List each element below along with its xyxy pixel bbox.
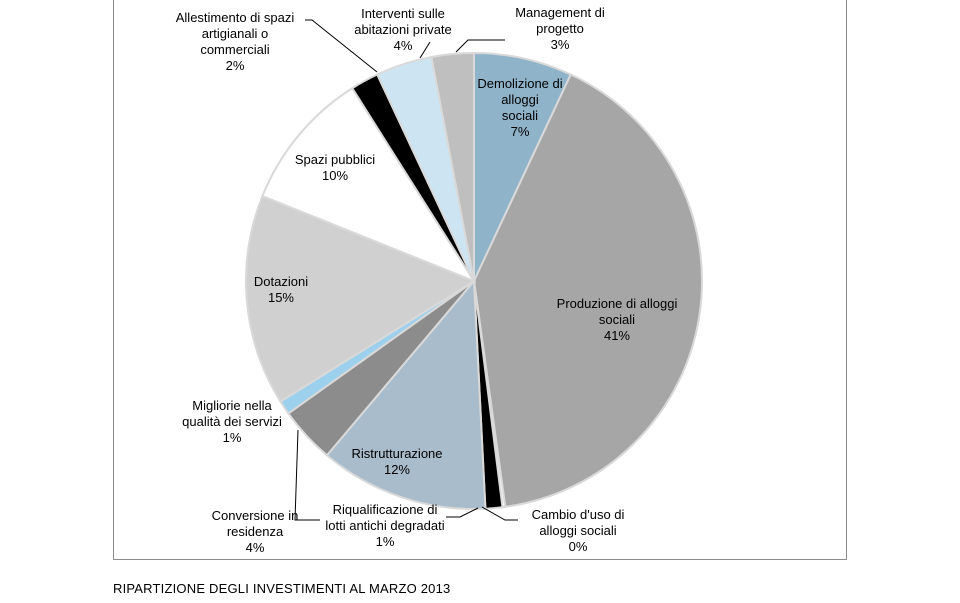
leader-line-riqualificazione <box>446 507 479 518</box>
leader-line-conversione <box>294 429 320 521</box>
label-produzione: Produzione di alloggi sociali 41% <box>556 296 678 343</box>
leader-line-interventi <box>419 41 431 59</box>
leader-line-management <box>455 39 505 53</box>
label-riqualificazione: Riqualificazione di lotti antichi degrad… <box>325 502 445 549</box>
pie-slice-7 <box>245 194 477 403</box>
chart-title: RIPARTIZIONE DEGLI INVESTIMENTI AL MARZO… <box>113 581 451 596</box>
label-interventi: Interventi sulle abitazioni private 4% <box>354 6 452 53</box>
leader-line-allestimento <box>305 19 378 73</box>
pie-slice-4 <box>325 278 487 510</box>
pie-slice-1 <box>472 73 703 508</box>
pie-slice-8 <box>261 86 477 284</box>
label-conversione: Conversione in residenza 4% <box>211 508 299 555</box>
label-ristrutturazione: Ristrutturazione 12% <box>351 446 443 477</box>
leader-line-cambio <box>481 506 518 521</box>
label-spazi-pubblici: Spazi pubblici 10% <box>294 152 376 183</box>
pie-slice-11 <box>430 51 475 282</box>
label-management: Management di progetto 3% <box>515 5 605 52</box>
label-allestimento: Allestimento di spazi artigianali o comm… <box>175 10 295 73</box>
label-demolizione: Demolizione di alloggi sociali 7% <box>477 76 563 139</box>
label-migliorie: Migliorie nella qualità dei servizi 1% <box>182 398 282 445</box>
label-cambio: Cambio d'uso di alloggi sociali 0% <box>531 507 625 554</box>
chart-frame <box>113 0 847 560</box>
label-dotazioni: Dotazioni 15% <box>253 274 309 305</box>
